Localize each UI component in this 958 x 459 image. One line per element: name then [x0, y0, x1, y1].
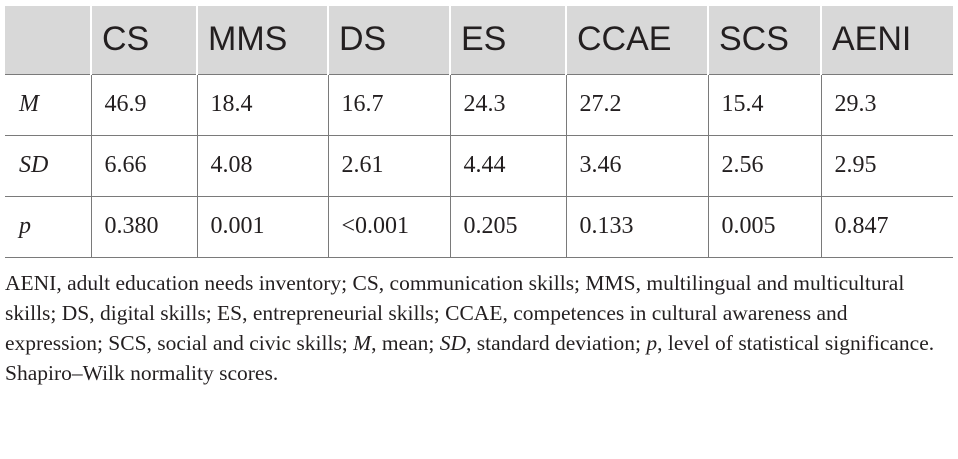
footnote-text: , mean; — [371, 331, 440, 355]
footnote-p-label: p — [646, 331, 658, 355]
row-label-sd: SD — [5, 135, 92, 196]
table-cell: 18.4 — [197, 74, 329, 135]
row-label-p: p — [5, 196, 92, 257]
table-cell: 4.08 — [197, 135, 329, 196]
table-cell: 16.7 — [328, 74, 451, 135]
table-cell: 0.001 — [197, 196, 329, 257]
footnote-text: , level of statistical significance. — [657, 331, 935, 355]
table-cell: 3.46 — [566, 135, 709, 196]
table-cell: 24.3 — [450, 74, 567, 135]
table-cell: 2.56 — [708, 135, 822, 196]
abbreviations-footnote: AENI, adult education needs inventory; C… — [5, 268, 950, 358]
header-cell-cs: CS — [91, 6, 198, 74]
header-cell-ds: DS — [328, 6, 451, 74]
header-cell-es: ES — [450, 6, 567, 74]
table-container: CS MMS DS ES CCAE SCS AENI M 46.9 18.4 1… — [5, 6, 953, 258]
table-cell: 0.205 — [450, 196, 567, 257]
table-cell: 0.847 — [834, 213, 889, 239]
table-cell: 0.005 — [708, 196, 822, 257]
table-cell: 2.61 — [328, 135, 451, 196]
table-cell: 6.66 — [91, 135, 198, 196]
header-row: CS MMS DS ES CCAE SCS AENI — [5, 6, 953, 74]
table-cell: 29.3 — [834, 91, 877, 117]
header-cell-empty — [5, 6, 92, 74]
footnote-m-label: M — [353, 331, 372, 355]
table-footnotes: AENI, adult education needs inventory; C… — [5, 268, 950, 388]
header-cell-mms: MMS — [197, 6, 329, 74]
table-row-p: p 0.380 0.001 <0.001 0.205 0.133 0.005 0… — [5, 196, 953, 257]
table-cell: <0.001 — [328, 196, 451, 257]
statistics-table: CS MMS DS ES CCAE SCS AENI M 46.9 18.4 1… — [5, 6, 953, 258]
table-cell: 4.44 — [450, 135, 567, 196]
header-cell-ccae: CCAE — [566, 6, 709, 74]
footnote-text: AENI, adult education needs inventory; C… — [5, 271, 905, 355]
header-cell-scs: SCS — [708, 6, 822, 74]
table-caption: Shapiro–Wilk normality scores. — [5, 361, 279, 385]
footnote-text: , standard deviation; — [466, 331, 647, 355]
table-row-sd: SD 6.66 4.08 2.61 4.44 3.46 2.56 2.95 — [5, 135, 953, 196]
footnote-sd-label: SD — [439, 331, 467, 355]
table-cell: 0.133 — [566, 196, 709, 257]
table-cell: 15.4 — [708, 74, 822, 135]
header-cell-aeni: AENI — [832, 20, 912, 59]
table-row-mean: M 46.9 18.4 16.7 24.3 27.2 15.4 29.3 — [5, 74, 953, 135]
table-cell: 0.380 — [91, 196, 198, 257]
table-cell: 46.9 — [91, 74, 198, 135]
table-cell: 27.2 — [566, 74, 709, 135]
table-cell: 2.95 — [834, 152, 877, 178]
row-label-mean: M — [5, 74, 92, 135]
